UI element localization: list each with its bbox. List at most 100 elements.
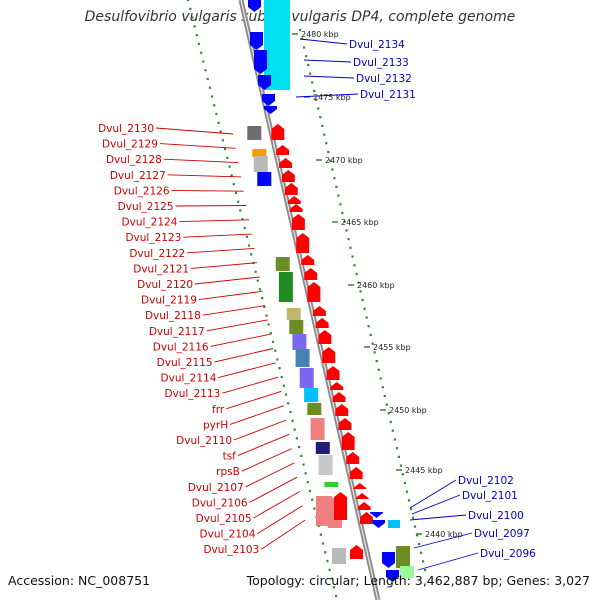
ruler-tick-label: 2465 kbp <box>341 218 379 227</box>
forward-gene-arrow <box>334 492 347 520</box>
forward-gene-arrow <box>357 502 371 510</box>
cog-block <box>396 546 410 568</box>
outer-ruler-dot <box>339 203 342 206</box>
outer-ruler-dot <box>381 386 384 389</box>
forward-gene-arrow <box>338 418 352 430</box>
outer-ruler-dot <box>311 81 314 84</box>
outer-ruler-dot <box>401 473 404 476</box>
forward-gene-arrow <box>326 366 340 380</box>
inner-ruler-dot <box>293 428 296 431</box>
gene-label-reverse: Dvul_2133 <box>353 57 409 69</box>
ruler-tick-label: 2480 kbp <box>301 30 339 39</box>
leader-line <box>237 433 290 457</box>
inner-ruler-dot <box>195 34 198 37</box>
outer-ruler-dot <box>313 90 316 93</box>
cog-block <box>310 418 325 440</box>
cog-block <box>252 149 267 157</box>
outer-ruler-dot <box>409 508 413 511</box>
outer-ruler-dot <box>333 177 336 180</box>
gene-label-forward: Dvul_2110 <box>176 435 232 447</box>
leader-line <box>303 75 355 79</box>
ruler-tick-label: 2440 kbp <box>425 530 463 539</box>
leader-line <box>299 38 348 45</box>
inner-ruler-dot <box>291 419 294 422</box>
reverse-gene-arrow <box>258 75 271 90</box>
outer-ruler-dot <box>389 420 392 424</box>
gene-label-reverse: Dvul_2101 <box>462 490 518 502</box>
outer-ruler-dot <box>413 525 417 528</box>
gene-label-forward: Dvul_2125 <box>118 201 174 213</box>
inner-ruler-dot <box>313 507 316 510</box>
forward-gene-arrow <box>322 347 336 363</box>
gene-label-forward: Dvul_2123 <box>125 232 181 244</box>
cog-block <box>292 334 307 350</box>
forward-gene-arrow <box>335 404 349 416</box>
inner-ruler-dot <box>202 60 205 63</box>
outer-ruler-dot <box>327 150 330 154</box>
outer-ruler-dot <box>359 290 362 293</box>
inner-ruler-dot <box>247 244 251 247</box>
inner-ruler-dot <box>206 77 209 81</box>
gene-label-reverse: Dvul_2134 <box>349 39 405 51</box>
reverse-gene-arrow <box>370 512 383 518</box>
leader-line <box>226 390 282 410</box>
inner-ruler-dot <box>256 279 259 282</box>
leader-line <box>183 233 252 238</box>
gene-label-forward: Dvul_2105 <box>196 513 252 525</box>
reverse-gene-arrow <box>262 94 275 106</box>
inner-ruler-dot <box>274 349 277 352</box>
outer-ruler-dot <box>403 481 406 485</box>
reverse-gene-arrow <box>264 106 277 114</box>
forward-gene-arrow <box>301 255 315 265</box>
inner-ruler-dot <box>284 393 288 396</box>
inner-ruler-dot <box>241 218 244 221</box>
outer-ruler-dot <box>369 333 372 336</box>
forward-gene-arrow <box>291 214 305 230</box>
inner-ruler-dot <box>254 270 257 273</box>
leader-line <box>159 143 236 149</box>
forward-gene-arrow <box>307 282 321 302</box>
ruler-tick-label: 2450 kbp <box>389 406 427 415</box>
inner-ruler-dot <box>226 156 229 159</box>
outer-ruler-dot <box>345 229 348 232</box>
inner-ruler-dot <box>287 402 290 405</box>
inner-ruler-dot <box>187 0 190 2</box>
gene-label-forward: pyrH <box>203 419 228 431</box>
inner-ruler-dot <box>234 191 238 194</box>
forward-gene-arrow <box>346 452 360 464</box>
outer-ruler-dot <box>385 403 388 406</box>
leader-line <box>233 419 287 441</box>
ruler-tick-label: 2460 kbp <box>357 281 395 290</box>
inner-ruler-dot <box>265 314 268 317</box>
outer-ruler-dot <box>355 272 358 276</box>
inner-ruler-dot <box>221 139 224 142</box>
inner-ruler-dot <box>300 454 303 457</box>
outer-ruler-dot <box>363 307 366 310</box>
cog-block <box>307 403 322 415</box>
gene-label-forward: Dvul_2124 <box>122 217 178 229</box>
outer-ruler-dot <box>335 185 338 188</box>
ruler-tick-label: 2475 kbp <box>313 93 351 102</box>
reverse-gene-arrow <box>250 32 263 50</box>
inner-ruler-dot <box>289 410 292 414</box>
outer-ruler-dot <box>399 464 402 467</box>
leader-line <box>206 319 268 332</box>
inner-ruler-dot <box>189 7 192 10</box>
leader-line <box>413 532 473 549</box>
forward-gene-arrow <box>318 330 332 344</box>
outer-ruler-dot <box>361 299 364 302</box>
inner-ruler-dot <box>276 358 279 361</box>
reverse-gene-arrow <box>382 552 395 568</box>
gene-label-forward: Dvul_2120 <box>137 279 193 291</box>
outer-ruler-dot <box>303 46 306 49</box>
leader-line <box>179 219 250 223</box>
forward-gene-arrow <box>281 170 295 182</box>
outer-ruler-dot <box>395 447 398 450</box>
leader-line <box>411 494 461 515</box>
outer-ruler-dot <box>349 246 352 249</box>
inner-ruler-dot <box>282 384 285 387</box>
gene-arrows <box>248 0 399 582</box>
leader-line <box>175 205 247 207</box>
forward-gene-arrow <box>353 483 367 489</box>
cog-block <box>275 257 290 271</box>
